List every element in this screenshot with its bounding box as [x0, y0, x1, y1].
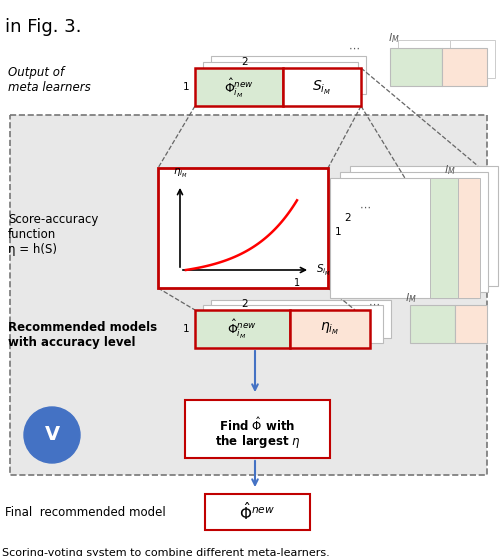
Text: Find $\hat{\Phi}$ with: Find $\hat{\Phi}$ with: [220, 416, 296, 434]
Text: $\hat{\Phi}^{new}$: $\hat{\Phi}^{new}$: [240, 501, 276, 523]
Bar: [330, 178, 478, 298]
Text: 2: 2: [242, 57, 248, 67]
Text: 2: 2: [344, 213, 352, 223]
Text: in Fig. 3.: in Fig. 3.: [5, 18, 82, 36]
Text: 2: 2: [242, 299, 248, 309]
Bar: [450, 40, 495, 78]
Bar: [390, 48, 442, 86]
Bar: [283, 68, 361, 106]
Text: $l_M$: $l_M$: [388, 31, 400, 45]
Bar: [158, 168, 328, 288]
Text: Final  recommended model: Final recommended model: [5, 505, 166, 519]
Text: Scoring-voting system to combine different meta-learners.: Scoring-voting system to combine differe…: [2, 548, 330, 556]
Text: V: V: [44, 425, 60, 444]
Bar: [340, 172, 488, 292]
Bar: [211, 300, 391, 338]
Text: $\cdots$: $\cdots$: [348, 43, 360, 53]
Bar: [398, 40, 450, 78]
Bar: [195, 310, 290, 348]
Bar: [203, 305, 383, 343]
Bar: [458, 178, 480, 298]
Bar: [442, 48, 487, 86]
Circle shape: [24, 407, 80, 463]
Bar: [410, 305, 455, 343]
Bar: [195, 68, 283, 106]
Text: 1: 1: [334, 227, 342, 237]
Bar: [455, 305, 487, 343]
Text: 1: 1: [182, 324, 190, 334]
Bar: [430, 178, 458, 298]
Text: $\eta_{i_M}$: $\eta_{i_M}$: [320, 321, 340, 337]
Text: Score-accuracy
function
η = h(S): Score-accuracy function η = h(S): [8, 214, 98, 256]
Text: $S_{i_M}$: $S_{i_M}$: [312, 79, 332, 97]
Text: $l_M$: $l_M$: [405, 291, 416, 305]
Text: 1: 1: [294, 278, 300, 288]
Text: $l_M$: $l_M$: [444, 163, 456, 177]
Text: $\hat{\Phi}^{new}_{i_M}$: $\hat{\Phi}^{new}_{i_M}$: [224, 77, 254, 100]
Text: Output of
meta learners: Output of meta learners: [8, 66, 91, 94]
Bar: [350, 166, 498, 286]
Text: $S_{i_M}$: $S_{i_M}$: [316, 262, 331, 277]
Bar: [185, 400, 330, 458]
Text: the largest $\eta$: the largest $\eta$: [214, 433, 300, 449]
Text: $\hat{\Phi}^{new}_{i_M}$: $\hat{\Phi}^{new}_{i_M}$: [227, 317, 257, 340]
Text: $\cdots$: $\cdots$: [359, 202, 371, 212]
Text: $\eta_{i_M}$: $\eta_{i_M}$: [172, 167, 188, 180]
Text: 1: 1: [182, 82, 190, 92]
Bar: [203, 62, 358, 100]
Text: $\cdots$: $\cdots$: [368, 299, 380, 309]
Bar: [290, 310, 370, 348]
Bar: [211, 56, 366, 94]
Bar: [10, 115, 487, 475]
Bar: [205, 494, 310, 530]
Text: Recommended models
with accuracy level: Recommended models with accuracy level: [8, 321, 157, 349]
